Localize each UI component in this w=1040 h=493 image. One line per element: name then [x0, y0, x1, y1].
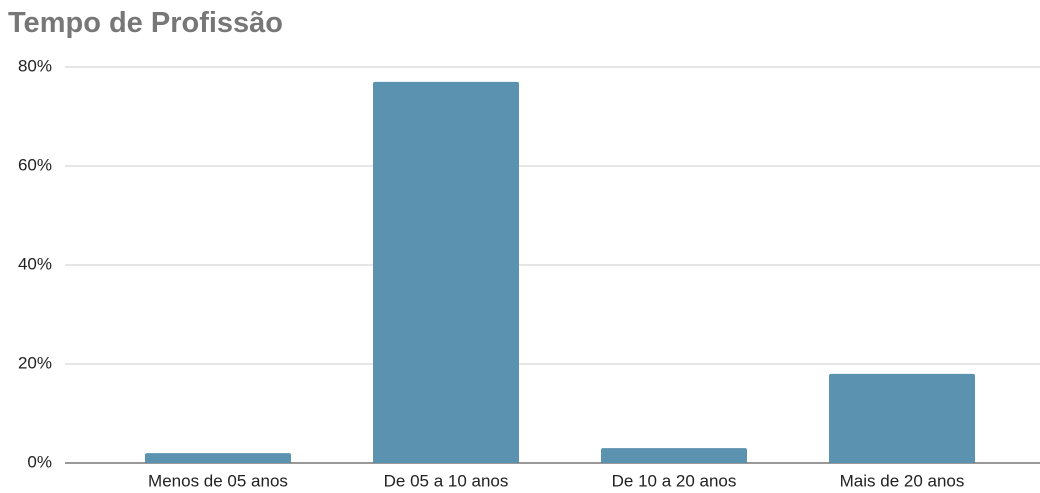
y-tick-label: 40%: [18, 254, 52, 273]
chart-title: Tempo de Profissão: [8, 7, 283, 39]
y-tick-label: 80%: [18, 56, 52, 75]
bar: [829, 373, 975, 463]
bar: [373, 81, 519, 463]
x-tick-label: Mais de 20 anos: [840, 471, 965, 490]
bar: [601, 448, 747, 463]
x-tick-label: Menos de 05 anos: [148, 471, 288, 490]
y-tick-label: 20%: [18, 353, 52, 372]
bar: [145, 453, 291, 463]
x-tick-label: De 05 a 10 anos: [384, 471, 509, 490]
y-tick-label: 60%: [18, 155, 52, 174]
x-tick-label: De 10 a 20 anos: [612, 471, 737, 490]
y-tick-label: 0%: [27, 452, 52, 471]
